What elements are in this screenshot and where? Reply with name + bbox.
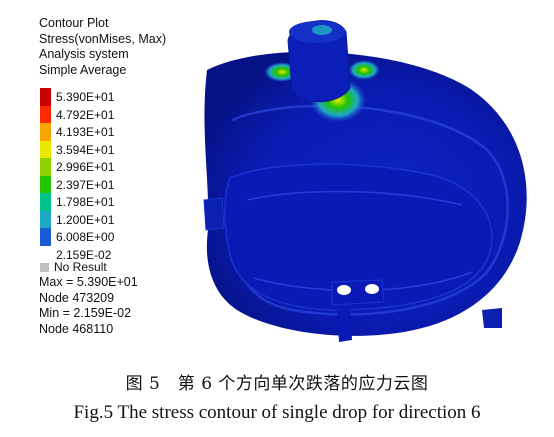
legend-tick-label: 2.996E+01	[56, 160, 115, 174]
bottom-post	[337, 308, 352, 342]
header-line: Simple Average	[39, 62, 127, 77]
figure-panel: Contour Plot Stress(vonMises, Max) Analy…	[32, 10, 540, 350]
legend-tick-label: 5.390E+01	[56, 90, 115, 104]
figure-caption-chinese: 图 5 第 6 个方向单次跌落的应力云图	[125, 374, 429, 394]
stats-line: Min = 2.159E-02	[39, 306, 132, 320]
contour-plot-header: Contour Plot Stress(vonMises, Max) Analy…	[39, 16, 166, 78]
legend-swatch	[40, 175, 51, 193]
header-line: Stress(vonMises, Max)	[39, 31, 167, 46]
legend-tick-label: 3.594E+01	[56, 142, 115, 157]
legend-swatch	[40, 228, 51, 246]
stats-line: Max = 5.390E+01	[39, 275, 138, 289]
bottom-hole	[365, 284, 379, 294]
housing-rim	[231, 104, 509, 316]
inner-ridge	[246, 190, 463, 206]
legend-swatch	[40, 193, 51, 211]
legend-swatch	[40, 88, 51, 106]
top-boss-hotspot	[312, 25, 332, 35]
side-lug	[203, 197, 225, 231]
bottom-hole	[337, 285, 351, 295]
legend-swatch	[40, 158, 51, 176]
legend-swatch	[40, 123, 51, 141]
legend-tick-label: 1.200E+01	[56, 212, 115, 227]
legend-swatch	[40, 140, 51, 158]
legend-swatch	[40, 210, 51, 228]
no-result-label: No Result	[54, 260, 107, 274]
stats-line: Node 468110	[39, 321, 114, 336]
header-line: Analysis system	[39, 47, 129, 61]
fe-model-image	[203, 20, 527, 342]
inner-cavity	[224, 163, 493, 311]
legend-tick-label: 4.193E+01	[56, 125, 115, 139]
no-result-swatch	[40, 263, 49, 272]
legend-tick-label: 2.159E-02	[56, 247, 112, 262]
header-line: Contour Plot	[39, 16, 109, 30]
legend-swatch	[40, 105, 51, 123]
min-max-stats: Max = 5.390E+01 Node 473209 Min = 2.159E…	[39, 275, 138, 337]
legend-tick-label: 6.008E+00	[56, 230, 115, 244]
side-lug	[482, 308, 502, 328]
stats-line: Node 473209	[39, 290, 115, 305]
stress-hotspot	[348, 60, 380, 80]
legend-tick-label: 4.792E+01	[56, 107, 115, 122]
legend-tick-label: 2.397E+01	[56, 177, 115, 192]
figure-caption-english: Fig.5 The stress contour of single drop …	[73, 402, 481, 423]
legend-tick-label: 1.798E+01	[56, 195, 115, 209]
